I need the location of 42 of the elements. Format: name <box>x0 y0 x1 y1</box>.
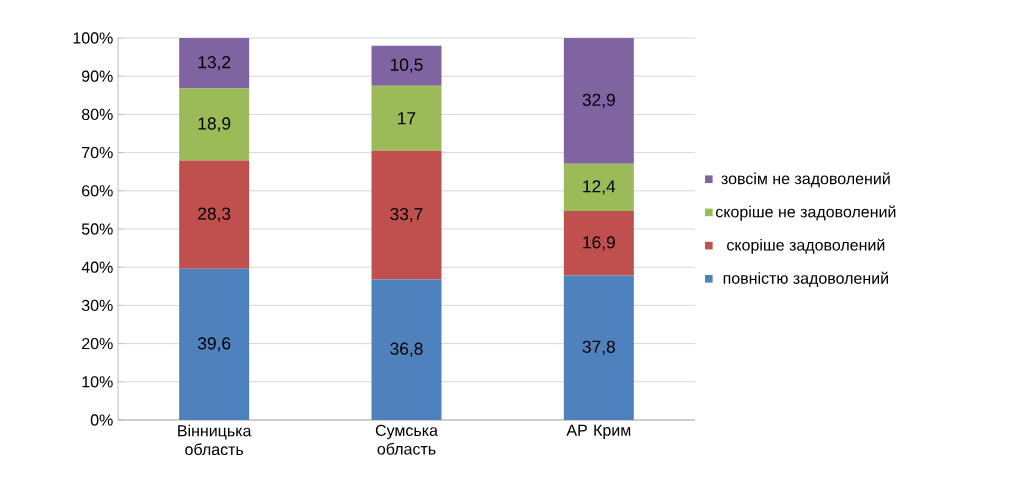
x-tick-label: Сумська область <box>375 424 438 455</box>
y-tick-label: 20% <box>82 337 113 350</box>
y-tick-label: 30% <box>81 299 113 312</box>
x-tick-label: АР Крим <box>566 424 631 440</box>
bar <box>563 211 634 276</box>
bar <box>371 150 442 280</box>
y-tick-label: 100% <box>73 32 113 44</box>
bar <box>371 45 442 86</box>
bar <box>563 275 634 420</box>
data-label: 12,4 <box>583 180 616 195</box>
legend-label: зовсім не задоволений <box>721 172 890 188</box>
bar <box>179 268 250 420</box>
y-tick-label: 40% <box>81 261 113 273</box>
data-label: 16,9 <box>583 236 615 251</box>
y-tick-label: 80% <box>81 108 113 121</box>
data-label: 10,5 <box>390 58 423 73</box>
data-label: 36,8 <box>390 342 423 357</box>
y-tick-label: 60% <box>82 185 113 197</box>
x-tick-label: Вінницька область <box>178 424 252 456</box>
legend-label: скоріше не задоволений <box>715 205 896 221</box>
bar <box>179 160 250 269</box>
bar <box>563 38 634 164</box>
legend-label: повністю задоволений <box>723 271 888 287</box>
y-tick-label: 90% <box>82 70 113 82</box>
data-label: 17 <box>398 112 416 125</box>
bar <box>563 163 634 212</box>
data-label: 39,6 <box>197 337 231 352</box>
data-label: 18,9 <box>198 117 231 132</box>
data-label: 32,9 <box>582 93 615 108</box>
y-tick-label: 50% <box>81 223 113 235</box>
y-tick-label: 0% <box>90 414 113 426</box>
y-tick-label: 10% <box>82 376 113 388</box>
data-label: 37,8 <box>582 340 615 355</box>
bar <box>179 88 250 161</box>
legend-label: скоріше задоволений <box>727 238 885 254</box>
y-tick-label: 70% <box>82 146 113 159</box>
bar <box>179 38 250 89</box>
bar <box>371 279 442 420</box>
data-label: 33,7 <box>390 207 423 223</box>
data-label: 13,2 <box>198 56 231 71</box>
bar <box>371 85 442 151</box>
data-label: 28,3 <box>198 207 231 222</box>
